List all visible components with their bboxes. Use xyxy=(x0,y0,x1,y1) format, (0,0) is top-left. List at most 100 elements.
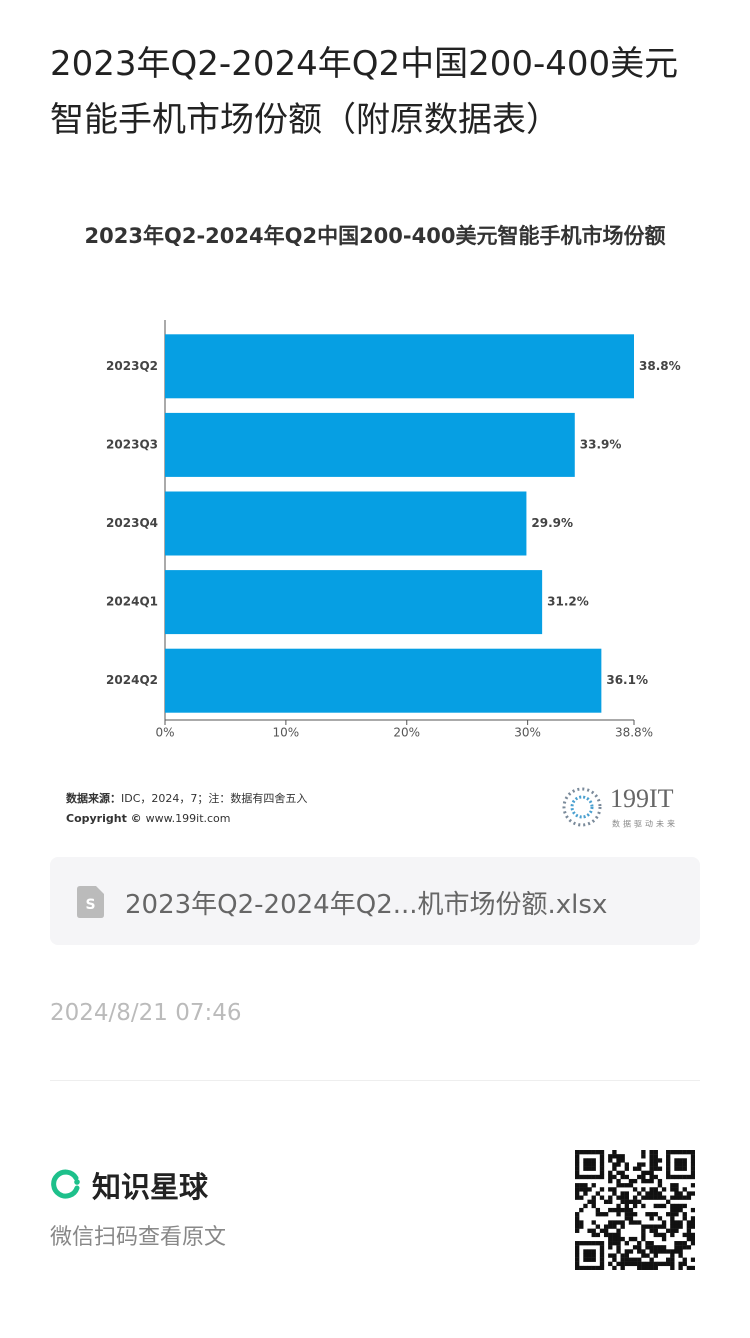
qr-module xyxy=(628,1212,634,1217)
qr-module xyxy=(616,1178,621,1184)
qr-module xyxy=(641,1265,646,1270)
qr-module xyxy=(612,1220,617,1225)
qr-module xyxy=(686,1174,692,1180)
qr-module xyxy=(649,1174,654,1180)
qr-module xyxy=(666,1199,671,1204)
qr-module xyxy=(595,1174,601,1180)
qr-module xyxy=(591,1257,596,1262)
qr-module xyxy=(575,1249,580,1254)
qr-module xyxy=(579,1187,584,1192)
qr-module xyxy=(591,1228,596,1233)
qr-module xyxy=(678,1253,683,1258)
qr-module xyxy=(620,1154,625,1159)
qr-module xyxy=(682,1166,687,1171)
qr-module xyxy=(637,1257,642,1262)
qr-module xyxy=(587,1253,592,1258)
qr-module xyxy=(583,1203,588,1209)
qr-module xyxy=(632,1178,638,1184)
qr-module xyxy=(616,1241,621,1246)
qr-module xyxy=(587,1158,592,1163)
value-label: 38.8% xyxy=(639,359,681,373)
qr-module xyxy=(632,1187,638,1192)
qr-module xyxy=(649,1265,654,1270)
qr-module xyxy=(575,1170,580,1176)
qr-module xyxy=(653,1187,658,1192)
brand: 知识星球 xyxy=(92,1170,209,1204)
qr-module xyxy=(641,1249,646,1254)
qr-module xyxy=(624,1199,629,1204)
qr-module xyxy=(583,1249,588,1254)
qr-module xyxy=(686,1191,692,1196)
qr-module xyxy=(645,1245,650,1250)
qr-module xyxy=(690,1216,695,1221)
qr-module xyxy=(575,1150,580,1155)
qr-module xyxy=(616,1212,621,1217)
qr-module xyxy=(595,1265,601,1270)
qr-module xyxy=(686,1195,692,1200)
qr-module xyxy=(637,1245,642,1250)
qr-module xyxy=(649,1166,654,1171)
source-text: IDC，2024，7；注：数据有四舍五入 xyxy=(121,791,307,805)
qr-module xyxy=(575,1162,580,1167)
qr-module xyxy=(653,1166,658,1171)
qr-module xyxy=(674,1183,679,1188)
copyright-text: www.199it.com xyxy=(146,812,231,825)
qr-module xyxy=(608,1220,613,1225)
qr-module xyxy=(628,1220,634,1225)
qr-module xyxy=(624,1162,629,1167)
qr-module xyxy=(583,1162,588,1167)
qr-module xyxy=(608,1199,613,1204)
qr-module xyxy=(612,1166,617,1171)
qr-module xyxy=(649,1195,654,1200)
qr-module xyxy=(661,1203,667,1209)
qr-module xyxy=(632,1261,638,1267)
qr-module xyxy=(661,1187,667,1192)
attachment-filename[interactable]: 2023年Q2-2024年Q2...机市场份额.xlsx xyxy=(125,890,608,920)
qr-module xyxy=(620,1224,625,1229)
qr-module xyxy=(682,1245,687,1250)
qr-module xyxy=(587,1166,592,1171)
qr-module xyxy=(682,1216,687,1221)
qr-module xyxy=(682,1261,687,1267)
qr-module xyxy=(575,1228,580,1233)
qr-module xyxy=(649,1241,654,1246)
qr-module xyxy=(612,1257,617,1262)
qr-module xyxy=(641,1195,646,1200)
qr-module xyxy=(599,1154,605,1159)
qr-module xyxy=(674,1174,679,1180)
qr-module xyxy=(583,1191,588,1196)
qr-module xyxy=(624,1191,629,1196)
qr-module xyxy=(579,1207,584,1213)
qr-module xyxy=(583,1158,588,1163)
qr-module xyxy=(690,1170,695,1176)
qr-module xyxy=(616,1158,621,1163)
qr-module xyxy=(690,1166,695,1171)
qr-module xyxy=(637,1249,642,1254)
qr-module xyxy=(579,1183,584,1188)
qr-module xyxy=(595,1212,601,1217)
qr-module xyxy=(641,1170,646,1176)
qr-module xyxy=(674,1224,679,1229)
attachment[interactable]: S 2023年Q2-2024年Q2...机市场份额.xlsx xyxy=(50,857,700,945)
qr-module xyxy=(608,1232,613,1238)
qr-module xyxy=(632,1166,638,1171)
qr-module xyxy=(637,1162,642,1167)
qr-module xyxy=(620,1158,625,1163)
qr-module xyxy=(608,1224,613,1229)
qr-module xyxy=(682,1158,687,1163)
qr-module xyxy=(690,1265,695,1270)
qr-module xyxy=(674,1162,679,1167)
qr-module xyxy=(674,1158,679,1163)
bar xyxy=(165,491,527,556)
qr-module xyxy=(690,1174,695,1180)
qr-module xyxy=(670,1207,675,1213)
qr-module xyxy=(645,1265,650,1270)
qr-module xyxy=(653,1212,658,1217)
qr-module xyxy=(575,1220,580,1225)
qr-module xyxy=(670,1174,675,1180)
qr-module xyxy=(690,1207,695,1213)
qr-module xyxy=(645,1170,650,1176)
qr-module xyxy=(616,1170,621,1176)
qr-module xyxy=(583,1187,588,1192)
